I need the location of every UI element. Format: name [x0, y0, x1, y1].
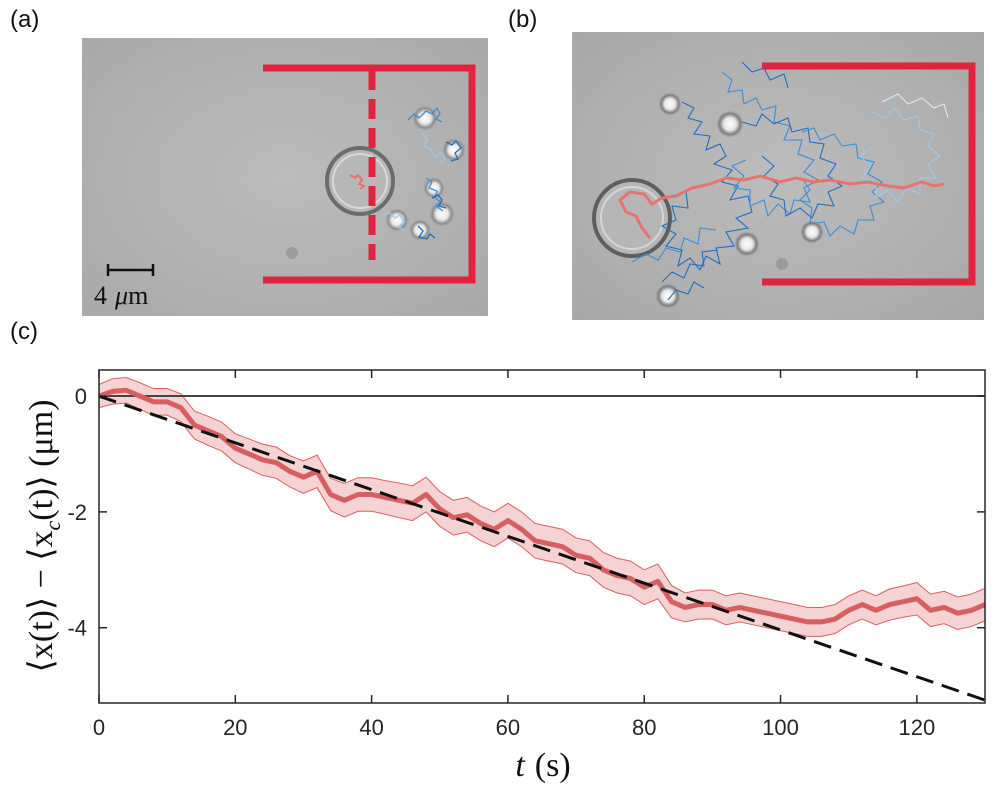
scale-bar-unit: m [128, 281, 148, 310]
small-beads [286, 105, 466, 259]
confidence-band [98, 377, 986, 637]
x-tick-label: 40 [359, 715, 383, 740]
confinement-walls [762, 62, 976, 286]
confinement-walls [263, 64, 476, 284]
scale-bar-mu: μ [114, 281, 128, 310]
x-tick-label: 0 [93, 715, 105, 740]
x-tick-label: 100 [762, 715, 799, 740]
small-beads [655, 92, 824, 309]
svg-text:4μm: 4 μm [94, 281, 148, 310]
red-trajectory [618, 174, 945, 239]
mean-line [98, 387, 986, 625]
x-axis-title: t (s) [515, 747, 570, 784]
panel-label-b: (b) [508, 6, 538, 33]
panel-label-c: (c) [10, 318, 38, 345]
background [572, 32, 984, 320]
y-tick-label: 0 [75, 384, 87, 409]
blue-trajectories [631, 61, 949, 301]
band-lower-edge [98, 402, 986, 637]
chart-c: ⟨x(t)⟩ − ⟨xc(t)⟩ (μm) t (s) 0 20 40 60 80 100 1… [23, 369, 986, 784]
micrograph-a: 4 μm [82, 38, 488, 316]
y-tick-label: -4 [67, 616, 87, 641]
plot-frame [98, 369, 986, 704]
x-tick-label: 80 [632, 715, 656, 740]
large-colloid-halo [332, 153, 388, 209]
scale-bar-number: 4 [94, 281, 107, 310]
large-colloid-halo [600, 186, 664, 250]
fit-dashed-line [98, 394, 986, 702]
mean-trajectory [98, 387, 986, 625]
y-tick-label: -2 [67, 500, 87, 525]
x-tick-label: 60 [496, 715, 520, 740]
red-trajectory [349, 173, 367, 190]
x-ticks: 0 20 40 60 80 100 120 [93, 370, 935, 740]
y-axis-title: ⟨x(t)⟩ − ⟨xc(t)⟩ (μm) [23, 399, 65, 672]
x-tick-label: 20 [223, 715, 247, 740]
band-fill [99, 377, 985, 637]
band-upper-edge [98, 377, 986, 608]
micrograph-a-image: 4 μm [82, 38, 488, 316]
micrograph-b [572, 32, 984, 320]
panel-label-a: (a) [10, 6, 40, 33]
x-tick-label: 120 [898, 715, 935, 740]
background [82, 38, 488, 316]
plot-area: 0 20 40 60 80 100 120 0 -2 -4 [67, 369, 986, 740]
y-ticks: 0 -2 -4 [67, 384, 985, 641]
blue-trajectories [381, 106, 462, 240]
micrograph-b-image [572, 32, 984, 320]
scale-bar: 4 μm [94, 264, 155, 310]
large-colloid [325, 146, 395, 216]
